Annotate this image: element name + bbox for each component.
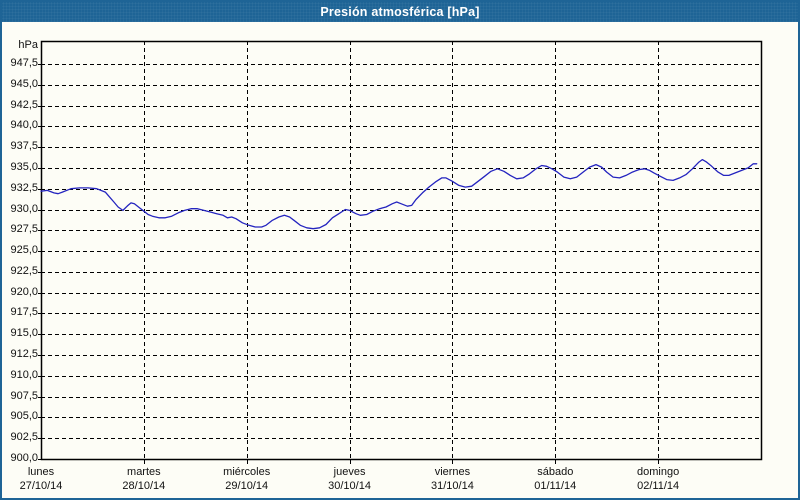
y-axis-label: 932,5 <box>10 181 38 194</box>
day-date: 02/11/14 <box>637 480 680 492</box>
y-axis-label: 925,0 <box>10 244 38 257</box>
y-axis-label: 942,5 <box>10 98 38 111</box>
y-axis-label: 945,0 <box>10 77 38 90</box>
y-axis-label: 902,5 <box>10 431 38 444</box>
day-name: martes <box>127 466 161 478</box>
x-axis-label-lunes: lunes 27/10/14 <box>2 466 89 493</box>
x-axis-label-sábado: sábado 01/11/14 <box>507 466 603 493</box>
window-titlebar: Presión atmosférica [hPa] <box>2 2 798 22</box>
y-axis-label: 940,0 <box>10 119 38 132</box>
y-axis-label: 907,5 <box>10 389 38 402</box>
x-axis-label-martes: martes 28/10/14 <box>96 466 192 493</box>
day-date: 27/10/14 <box>19 480 63 492</box>
y-axis-label: 922,5 <box>10 264 38 277</box>
y-axis-label: 935,0 <box>10 160 38 173</box>
y-axis-label: 927,5 <box>10 223 38 236</box>
x-axis-label-viernes: viernes 31/10/14 <box>404 466 500 493</box>
y-axis-label: 912,5 <box>10 348 38 361</box>
y-axis-label: 900,0 <box>10 452 38 464</box>
window-title: Presión atmosférica [hPa] <box>320 5 480 19</box>
x-axis-label-miércoles: miércoles 29/10/14 <box>199 466 295 493</box>
day-name: miércoles <box>223 466 271 478</box>
y-axis-label: 920,0 <box>10 285 38 298</box>
day-date: 28/10/14 <box>122 480 166 492</box>
pressure-line <box>40 158 758 230</box>
x-axis-label-jueves: jueves 30/10/14 <box>302 466 398 493</box>
day-date: 31/10/14 <box>431 480 474 492</box>
day-name: sábado <box>537 466 574 478</box>
day-name: viernes <box>434 466 471 478</box>
y-axis-label: 917,5 <box>10 306 38 319</box>
day-name: domingo <box>637 466 680 478</box>
y-axis-label: 905,0 <box>10 410 38 423</box>
day-date: 01/11/14 <box>534 480 577 492</box>
plot-border <box>40 40 763 461</box>
y-axis-label: 910,0 <box>10 368 38 381</box>
y-axis-label: 915,0 <box>10 327 38 340</box>
day-date: 29/10/14 <box>225 480 269 492</box>
y-axis-label: 947,5 <box>10 57 38 69</box>
day-date: 30/10/14 <box>328 480 371 492</box>
y-axis-label: 930,0 <box>10 202 38 215</box>
y-axis-label: 937,5 <box>10 140 38 153</box>
x-axis-label-domingo: domingo 02/11/14 <box>610 466 706 493</box>
day-name: jueves <box>333 466 366 478</box>
day-name: lunes <box>27 466 55 478</box>
y-axis-unit-label: hPa <box>18 39 38 51</box>
